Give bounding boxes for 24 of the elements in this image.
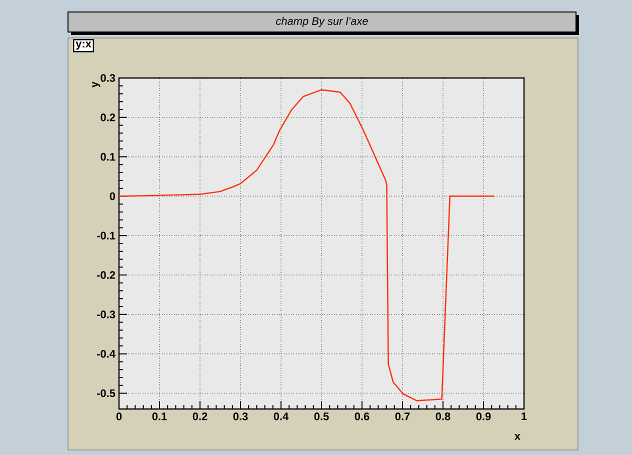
y-axis-title: y [92,82,100,88]
y-tick-label: -0.1 [97,232,116,240]
x-tick-label: 0.5 [314,412,329,420]
x-tick-label: 0.9 [476,412,491,420]
x-tick-label: 0.4 [274,412,289,420]
y-tick-label: 0.3 [100,74,116,82]
x-tick-label: 0.6 [354,412,370,420]
y-tick-label: 0.2 [100,114,116,122]
y-tick-label: -0.3 [97,310,116,318]
x-tick-label: 0.7 [395,412,410,420]
text: y:x [76,42,92,50]
x-tick-label: 0.8 [436,412,450,420]
y-tick-label: -0.4 [97,350,116,358]
x-tick-label: 1 [522,412,527,420]
chart-title: champ By sur l’axe [276,16,368,28]
y-tick-label: 0 [110,192,116,200]
x-tick-label: 0.3 [233,412,248,420]
x-tick-label: 0.1 [152,412,167,420]
y-tick-label: -0.5 [97,389,116,398]
x-tick-label: 0.2 [192,412,208,420]
y-tick-label: -0.2 [97,271,116,279]
y-tick-label: 0.1 [100,152,116,161]
x-tick-label: 0 [116,412,122,420]
x-axis-title: x [514,434,520,440]
